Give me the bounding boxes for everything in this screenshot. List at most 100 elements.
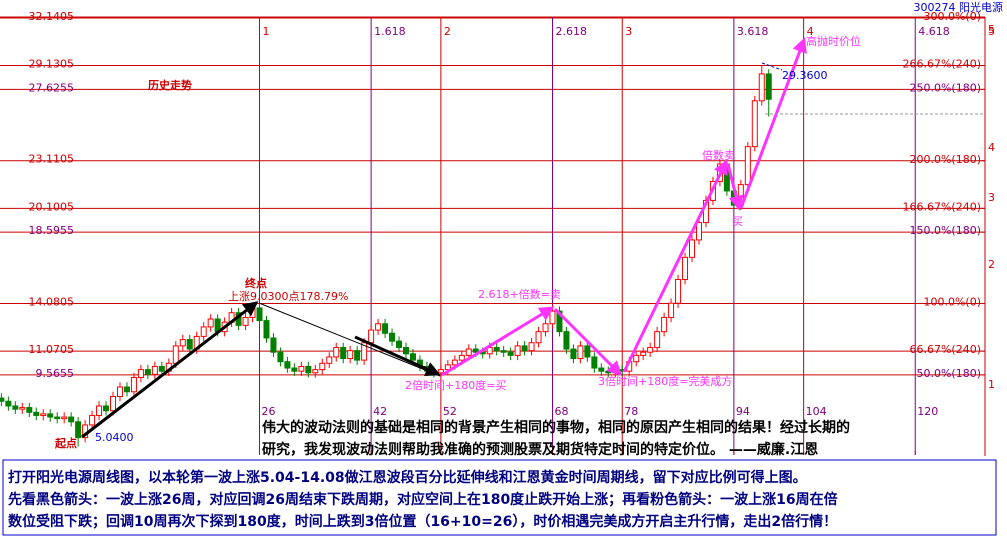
candle-body: [368, 329, 375, 344]
annotation: 终点: [245, 276, 267, 290]
leader: [761, 62, 783, 71]
candle-body: [263, 320, 270, 339]
candle-body: [682, 256, 689, 280]
candle-body: [347, 350, 354, 360]
candle-body: [451, 359, 458, 366]
candle-body: [68, 416, 75, 423]
y2-tick-label: 50.0%(180): [916, 367, 981, 380]
candle-body: [54, 416, 61, 420]
annotation: 3倍时间+180度=完美成方: [598, 374, 732, 388]
y2-tick-label: 166.67%(240): [902, 200, 981, 213]
candle-body: [598, 367, 605, 372]
candle-body: [103, 405, 110, 412]
candle-body: [172, 345, 179, 364]
symbol: 300274 阳光电源: [914, 0, 1004, 14]
candle-body: [556, 310, 563, 333]
candle-body: [744, 146, 751, 186]
right-mark: 4: [988, 141, 995, 154]
x-tick-label: 42: [373, 405, 387, 418]
right-mark: 5: [988, 23, 995, 36]
y-tick-label: 14.0805: [29, 296, 75, 309]
candle-body: [75, 421, 82, 439]
candle-body: [437, 369, 444, 374]
candle-body: [186, 339, 193, 350]
candle-body: [291, 367, 298, 372]
candle-body: [493, 346, 500, 352]
candle-body: [765, 73, 772, 100]
quote-line: 伟大的波动法则的基础是相同的背景产生相同的事物，相同的原因产生相同的结果！经过长…: [262, 419, 850, 436]
candle-body: [333, 346, 340, 358]
arrows: [81, 37, 985, 439]
candle-body: [61, 416, 68, 420]
arrow: [739, 37, 807, 209]
candle-body: [200, 326, 207, 337]
y2-tick-label: 250.0%(180): [909, 81, 981, 94]
annotation: 历史走势: [148, 78, 192, 92]
candle-body: [144, 369, 151, 375]
candle-body: [305, 365, 312, 374]
candle-body: [535, 331, 542, 344]
time-ratio-label: 4.618: [918, 25, 950, 38]
y2-tick-label: 300.0%(0): [923, 10, 981, 23]
candle-body: [563, 331, 570, 350]
candle-body: [361, 342, 368, 361]
candle-body: [110, 395, 117, 412]
x-tick-label: 78: [624, 405, 638, 418]
candle-body: [402, 346, 409, 355]
candle-body: [158, 365, 165, 372]
annotation: 2.618+倍数=卖: [478, 287, 561, 301]
y-tick-label: 20.1005: [29, 200, 75, 213]
right-mark: 2: [988, 258, 995, 271]
y-tick-label: 32.1405: [29, 10, 75, 23]
candle-body: [312, 369, 319, 374]
candle-body: [661, 316, 668, 333]
candle-body: [507, 351, 514, 356]
x-tick-label: 120: [917, 405, 938, 418]
y2-tick-label: 66.67%(240): [909, 343, 981, 356]
candle-body: [179, 339, 186, 347]
time-ratio-label: 2: [444, 25, 451, 38]
candle-body: [12, 405, 19, 410]
candle-body: [298, 365, 305, 372]
candle-body: [47, 413, 54, 418]
candle-body: [396, 340, 403, 348]
annotation: 29.3600: [782, 69, 828, 82]
candle-body: [640, 351, 647, 356]
candle-body: [584, 345, 591, 358]
arrow: [441, 306, 555, 377]
annotation: 上涨9.0300点178.79%: [228, 290, 348, 303]
candle-body: [130, 377, 137, 393]
y-tick-label: 27.6255: [29, 81, 75, 94]
x-tick-label: 104: [806, 405, 827, 418]
arrow: [354, 335, 441, 376]
arrow: [726, 163, 744, 211]
candle-body: [354, 350, 361, 361]
description-box: [2, 459, 997, 536]
candle-body: [389, 332, 396, 342]
y2-tick-label: 150.0%(180): [909, 224, 981, 237]
candle-body: [123, 386, 130, 393]
candle-body: [570, 348, 577, 360]
description-line: 先看黑色箭头：一波上涨26周，对应回调26周结束下跌周期，对应空间上在180度止…: [8, 491, 838, 508]
y2-tick-label: 266.67%(240): [902, 58, 981, 71]
candle-body: [647, 346, 654, 353]
candle-body: [249, 307, 256, 318]
x-tick-label: 52: [443, 405, 457, 418]
candle-body: [270, 337, 277, 353]
arrow: [553, 307, 623, 377]
candle-body: [605, 370, 612, 374]
candle-body: [549, 310, 556, 325]
time-ratio-label: 5: [988, 25, 995, 38]
y-tick-label: 9.5655: [36, 367, 75, 380]
annotation: 高抛时价位: [806, 34, 861, 48]
candle-body: [633, 354, 640, 363]
candle-body: [375, 323, 382, 331]
x-tick-label: 68: [554, 405, 568, 418]
candle-body: [26, 407, 33, 413]
candle-body: [382, 323, 389, 334]
candle-body: [40, 413, 47, 416]
y-tick-label: 18.5955: [29, 224, 75, 237]
right-mark: 3: [988, 191, 995, 204]
